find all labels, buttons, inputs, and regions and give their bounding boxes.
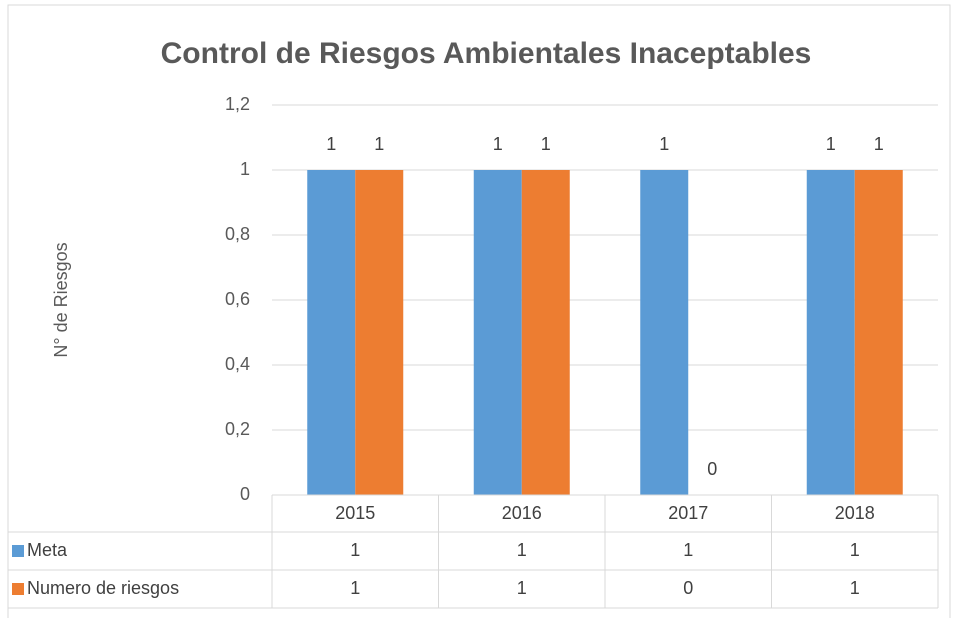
y-tick-label: 0,2	[225, 419, 250, 439]
data-label: 1	[493, 134, 503, 154]
table-cell: 1	[517, 540, 527, 560]
bar	[307, 170, 356, 495]
y-tick-label: 0,8	[225, 224, 250, 244]
y-tick-label: 0	[240, 484, 250, 504]
bar	[806, 170, 855, 495]
x-tick-label: 2015	[335, 503, 375, 523]
data-label: 1	[374, 134, 384, 154]
table-cell: 0	[683, 578, 693, 598]
x-tick-label: 2018	[835, 503, 875, 523]
legend-label: Meta	[27, 540, 68, 560]
table-cell: 1	[350, 578, 360, 598]
bar	[355, 170, 404, 495]
bar	[640, 170, 689, 495]
x-tick-label: 2016	[502, 503, 542, 523]
y-tick-label: 0,4	[225, 354, 250, 374]
y-tick-label: 1,2	[225, 94, 250, 114]
legend-key	[12, 545, 24, 557]
data-label: 0	[707, 459, 717, 479]
chart-title: Control de Riesgos Ambientales Inaceptab…	[161, 37, 812, 70]
data-label: 1	[326, 134, 336, 154]
y-tick-label: 1	[240, 159, 250, 179]
legend-key	[12, 583, 24, 595]
table-cell: 1	[517, 578, 527, 598]
bar	[521, 170, 570, 495]
legend-label: Numero de riesgos	[27, 578, 179, 598]
bar	[473, 170, 522, 495]
y-axis-label: N° de Riesgos	[51, 242, 71, 357]
data-label: 1	[826, 134, 836, 154]
table-cell: 1	[850, 578, 860, 598]
table-cell: 1	[683, 540, 693, 560]
data-label: 1	[874, 134, 884, 154]
data-label: 1	[659, 134, 669, 154]
data-label: 1	[541, 134, 551, 154]
table-cell: 1	[350, 540, 360, 560]
bar	[854, 170, 903, 495]
y-tick-label: 0,6	[225, 289, 250, 309]
table-cell: 1	[850, 540, 860, 560]
x-tick-label: 2017	[668, 503, 708, 523]
